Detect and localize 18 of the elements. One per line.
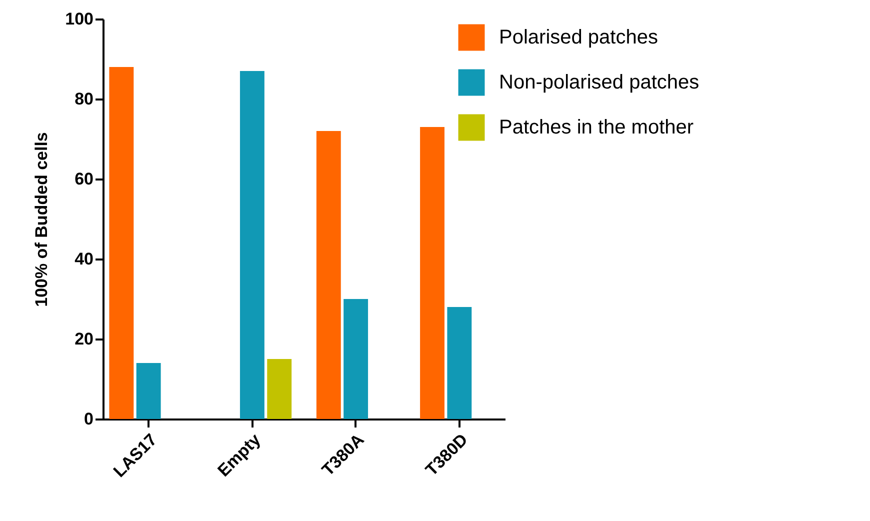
legend-label: Polarised patches bbox=[499, 26, 658, 48]
legend-label: Patches in the mother bbox=[499, 116, 694, 138]
y-tick-label: 0 bbox=[84, 410, 94, 428]
bar bbox=[447, 307, 472, 419]
bar bbox=[344, 299, 368, 419]
bar bbox=[136, 363, 161, 419]
y-tick-label: 40 bbox=[74, 250, 94, 268]
bar bbox=[109, 67, 134, 419]
y-tick-label: 80 bbox=[74, 90, 94, 108]
y-tick-label: 100 bbox=[65, 10, 94, 28]
bar bbox=[267, 359, 292, 419]
legend-label: Non-polarised patches bbox=[499, 72, 700, 94]
bar bbox=[240, 71, 264, 419]
bar bbox=[420, 127, 444, 419]
y-tick-label: 60 bbox=[74, 170, 94, 188]
bar bbox=[316, 131, 341, 419]
y-axis-title: 100% of Budded cells bbox=[32, 132, 52, 307]
y-tick-label: 20 bbox=[74, 330, 94, 348]
